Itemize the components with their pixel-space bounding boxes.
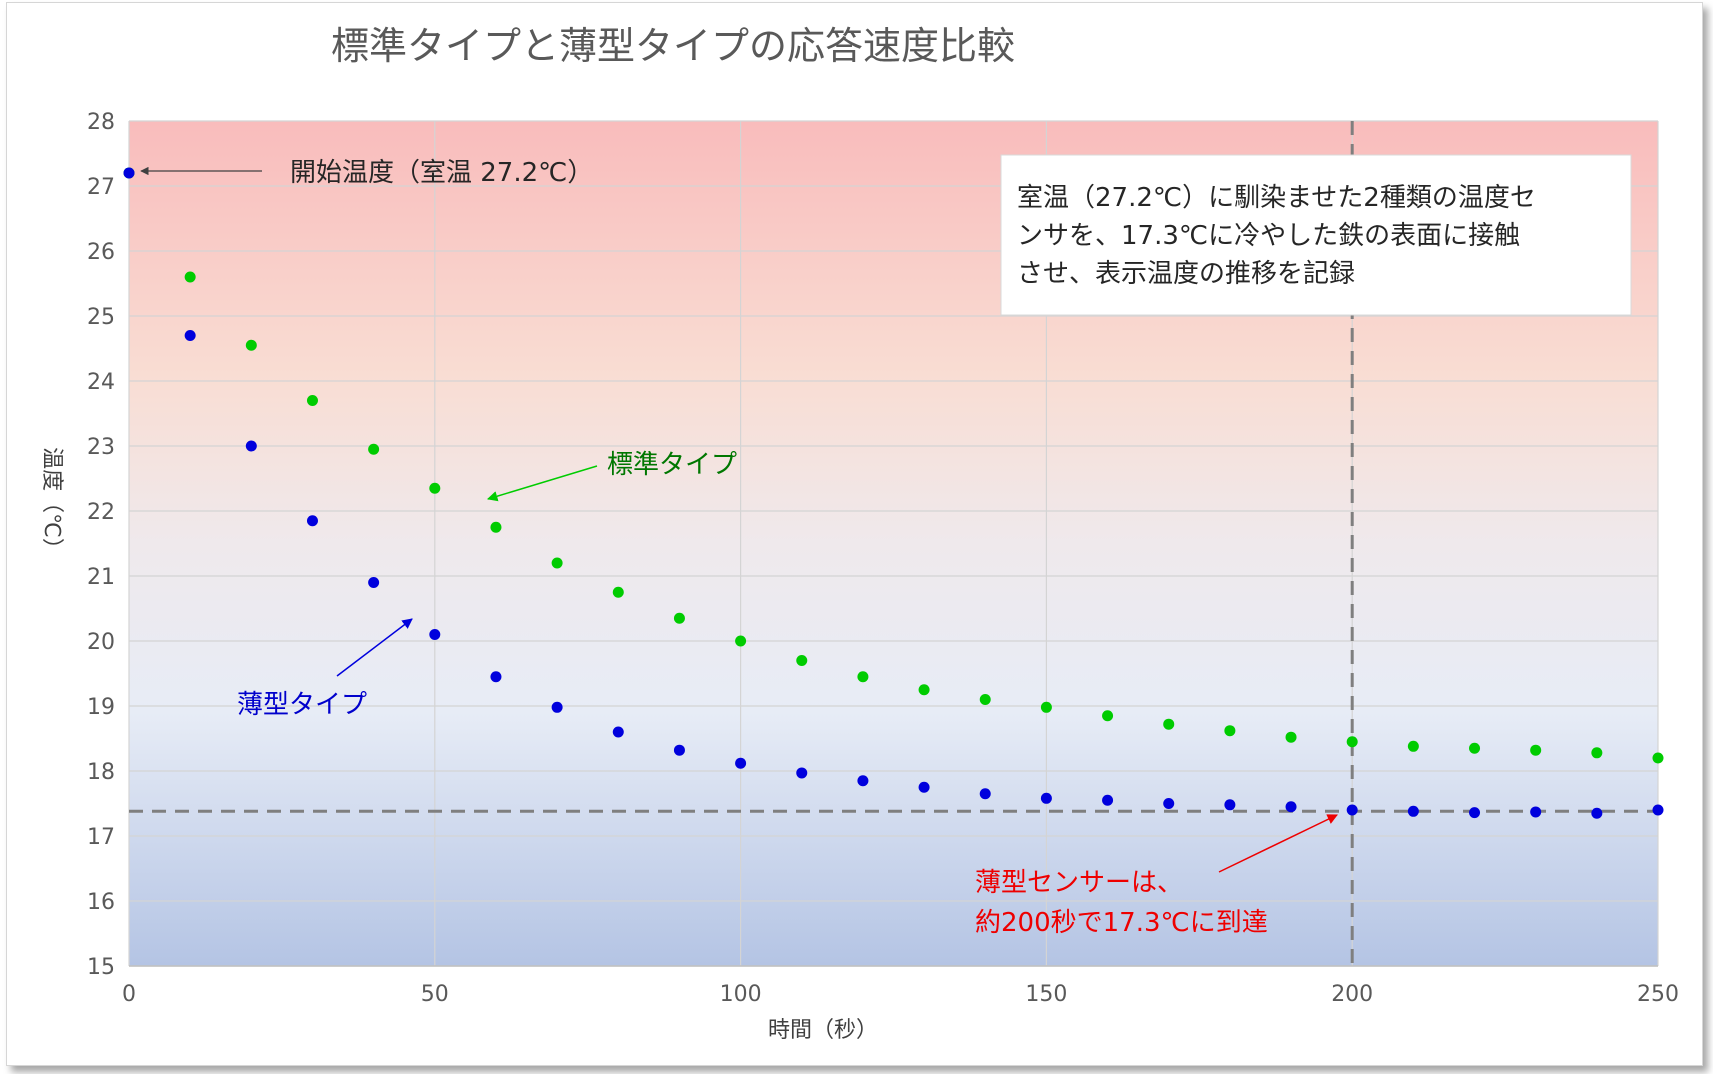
data-point [123,167,135,179]
chart-svg: 標準タイプと薄型タイプの応答速度比較 15 16 17 18 19 20 21 22 23 24 2… [39,24,1679,1043]
data-point [551,701,563,713]
y-tick-label: 26 [87,240,115,265]
data-point [735,635,747,647]
x-tick-label: 0 [122,982,136,1007]
y-axis-label: 温度（℃） [39,447,64,560]
data-point [1102,710,1114,722]
data-point [979,788,991,800]
data-point [1652,752,1664,764]
data-point [796,655,808,666]
chart-title: 標準タイプと薄型タイプの応答速度比較 [331,24,1015,68]
data-point [1407,740,1419,752]
y-tick-label: 20 [87,630,115,655]
data-point [490,671,502,683]
thin-series-label: 薄型タイプ [237,690,367,720]
y-tick-label: 18 [87,760,115,785]
reach-annotation-line-2: 約200秒で17.3℃に到達 [975,908,1268,938]
info-line-3: させ、表示温度の推移を記録 [1017,259,1355,289]
data-point [1163,798,1175,809]
x-tick-label: 200 [1331,982,1373,1007]
y-axis-ticks: 15 16 17 18 19 20 21 22 23 24 25 26 27 28 [87,110,115,980]
x-tick-label: 100 [720,982,762,1007]
info-line-2: ンサを、17.3℃に冷やした鉄の表面に接触 [1017,221,1520,251]
y-tick-label: 21 [87,565,115,590]
thin-label-arrow [336,618,413,677]
data-point [1591,747,1603,759]
data-point [1346,804,1358,816]
x-tick-label: 50 [421,982,449,1007]
data-point [429,629,441,640]
x-tick-label: 150 [1025,982,1067,1007]
y-tick-label: 27 [87,175,115,200]
data-point [1469,807,1481,819]
start-annotation: 開始温度（室温 27.2℃） [290,158,593,188]
chart-frame: 標準タイプと薄型タイプの応答速度比較 15 16 17 18 19 20 21 22 23 24 2… [6,2,1703,1066]
data-point [1591,807,1603,819]
gridlines [128,120,1659,967]
data-point [429,482,441,494]
standard-label-arrow [486,465,598,502]
y-tick-label: 28 [87,110,115,135]
data-point [796,767,808,779]
data-point [918,781,930,793]
x-tick-label: 250 [1637,982,1679,1007]
data-point [979,694,991,705]
y-tick-label: 19 [87,695,115,720]
data-point [1102,794,1114,806]
y-tick-label: 17 [87,825,115,850]
data-point [306,515,318,527]
reach-arrow [1218,814,1338,873]
data-point [1469,742,1481,754]
data-point [735,757,747,769]
data-point [1285,801,1297,813]
data-point [857,671,869,683]
data-point [184,271,196,283]
info-line-1: 室温（27.2℃）に馴染ませた2種類の温度セ [1017,183,1536,213]
data-point [612,726,624,738]
data-point [857,775,869,787]
series-2 [123,167,1664,819]
data-point [918,684,930,696]
data-point [1285,731,1297,743]
data-point [306,395,318,406]
standard-series-label: 標準タイプ [607,450,737,480]
data-point [490,521,502,533]
data-point [673,612,685,624]
data-point [551,557,563,569]
data-point [1224,725,1236,737]
data-point [368,443,380,455]
data-point [1407,805,1419,817]
data-point [1652,804,1664,816]
data-point [673,744,685,756]
x-axis-ticks: 0 50 100 150 200 250 [122,982,1679,1007]
data-point [245,339,257,351]
data-point [184,330,196,341]
y-tick-label: 16 [87,890,115,915]
data-point [245,440,257,452]
x-axis-label: 時間（秒） [768,1018,878,1043]
data-point [1530,744,1542,756]
data-point [612,586,624,598]
data-point [1040,701,1052,713]
data-point [1346,736,1358,748]
reach-annotation-line-1: 薄型センサーは、 [975,868,1183,898]
y-tick-label: 24 [87,370,115,395]
y-tick-label: 15 [87,955,115,980]
info-box [1000,154,1632,316]
y-tick-label: 25 [87,305,115,330]
data-point [368,577,380,588]
y-tick-label: 23 [87,435,115,460]
data-point [1224,799,1236,811]
data-point [1040,792,1052,804]
series-1 [123,167,1664,764]
data-point [1530,806,1542,818]
series-layer [123,167,1664,819]
y-tick-label: 22 [87,500,115,525]
data-point [1163,718,1175,730]
